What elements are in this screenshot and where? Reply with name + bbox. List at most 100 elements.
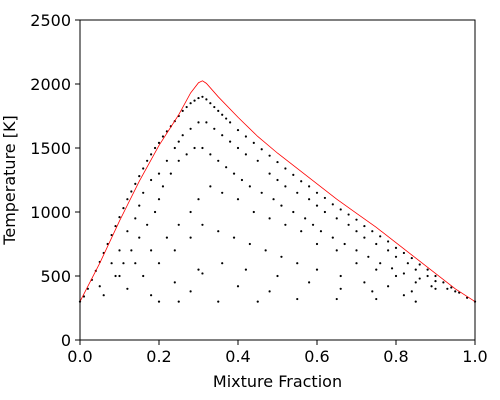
scatter-point	[189, 236, 192, 239]
scatter-point	[153, 146, 157, 150]
scatter-point	[134, 182, 137, 185]
scatter-point	[189, 102, 192, 105]
scatter-point	[221, 113, 224, 116]
scatter-point	[410, 256, 413, 260]
x-tick-label: 0.2	[146, 347, 171, 366]
scatter-point	[335, 297, 338, 301]
scatter-point	[150, 153, 153, 156]
scatter-point	[390, 267, 394, 270]
scatter-point	[150, 294, 153, 297]
scatter-point	[355, 262, 358, 265]
scatter-point	[217, 159, 220, 162]
scatter-point	[371, 290, 374, 293]
scatter-point	[185, 105, 188, 109]
x-tick-label: 1.0	[462, 347, 487, 366]
scatter-point	[387, 285, 390, 288]
scatter-point	[387, 249, 390, 252]
scatter-point	[244, 268, 247, 271]
scatter-point	[157, 172, 161, 175]
scatter-point	[138, 204, 141, 207]
scatter-point	[150, 178, 153, 182]
scatter-point	[177, 140, 180, 143]
scatter-point	[315, 191, 319, 194]
scatter-point	[335, 249, 338, 252]
scatter-point	[130, 249, 133, 252]
scatter-point	[300, 180, 303, 183]
scatter-point	[319, 230, 323, 233]
scatter-point	[142, 191, 145, 194]
y-tick-label: 500	[40, 267, 71, 286]
scatter-point	[418, 263, 421, 266]
scatter-point	[197, 268, 200, 271]
scatter-point	[375, 242, 378, 246]
scatter-point	[347, 213, 350, 216]
scatter-point	[217, 300, 220, 303]
scatter-point	[114, 274, 117, 278]
scatter-point	[434, 287, 437, 290]
scatter-point	[240, 178, 244, 182]
scatter-point	[454, 290, 457, 293]
scatter-point	[414, 281, 417, 284]
scatter-point	[142, 274, 145, 278]
scatter-point	[138, 175, 141, 178]
scatter-point	[118, 274, 121, 278]
scatter-point	[138, 236, 141, 239]
scatter-point	[276, 160, 279, 164]
scatter-point	[236, 198, 240, 201]
scatter-point	[347, 223, 350, 226]
scatter-point	[165, 236, 168, 239]
scatter-point	[276, 274, 279, 278]
scatter-point	[446, 287, 449, 290]
scatter-point	[217, 230, 220, 233]
scatter-point	[406, 262, 409, 265]
scatter-point	[146, 159, 149, 162]
scatter-point	[122, 262, 125, 265]
x-tick-label: 0.0	[67, 347, 92, 366]
scatter-point	[209, 153, 212, 156]
scatter-point	[213, 105, 216, 109]
scatter-point	[134, 262, 137, 265]
scatter-point	[161, 185, 165, 188]
scatter-point	[114, 224, 117, 228]
scatter-point	[331, 203, 334, 206]
scatter-point	[256, 300, 259, 303]
scatter-point	[157, 198, 161, 201]
scatter-point	[248, 185, 251, 188]
scatter-point	[379, 235, 382, 238]
scatter-point	[181, 109, 184, 112]
scatter-point	[232, 172, 236, 175]
scatter-point	[177, 300, 180, 303]
scatter-point	[418, 277, 421, 280]
scatter-point	[363, 236, 366, 239]
scatter-point	[426, 268, 429, 271]
scatter-point	[213, 127, 216, 130]
scatter-point	[110, 233, 113, 237]
scatter-point	[394, 246, 398, 249]
scatter-point	[280, 204, 283, 207]
x-tick-label: 0.6	[304, 347, 329, 366]
scatter-point	[122, 207, 125, 210]
scatter-point	[201, 223, 204, 226]
scatter-point	[126, 198, 129, 201]
scatter-point	[268, 172, 271, 175]
y-tick-label: 1000	[30, 203, 71, 222]
scatter-point	[189, 127, 192, 130]
scatter-point	[221, 262, 224, 265]
scatter-point	[315, 242, 319, 246]
plot-area	[78, 80, 477, 303]
y-axis-label: Temperature [K]	[0, 115, 19, 245]
scatter-point	[402, 251, 405, 255]
scatter-point	[355, 218, 358, 221]
scatter-point	[146, 223, 149, 226]
scatter-point	[315, 268, 319, 271]
scatter-point	[339, 274, 342, 278]
scatter-point	[157, 300, 161, 303]
scatter-point	[308, 185, 311, 188]
scatter-point	[165, 159, 168, 162]
scatter-point	[284, 223, 287, 226]
scatter-point	[268, 154, 271, 157]
scatter-point	[296, 297, 299, 301]
scatter-point	[189, 210, 192, 214]
scatter-point	[169, 172, 172, 175]
